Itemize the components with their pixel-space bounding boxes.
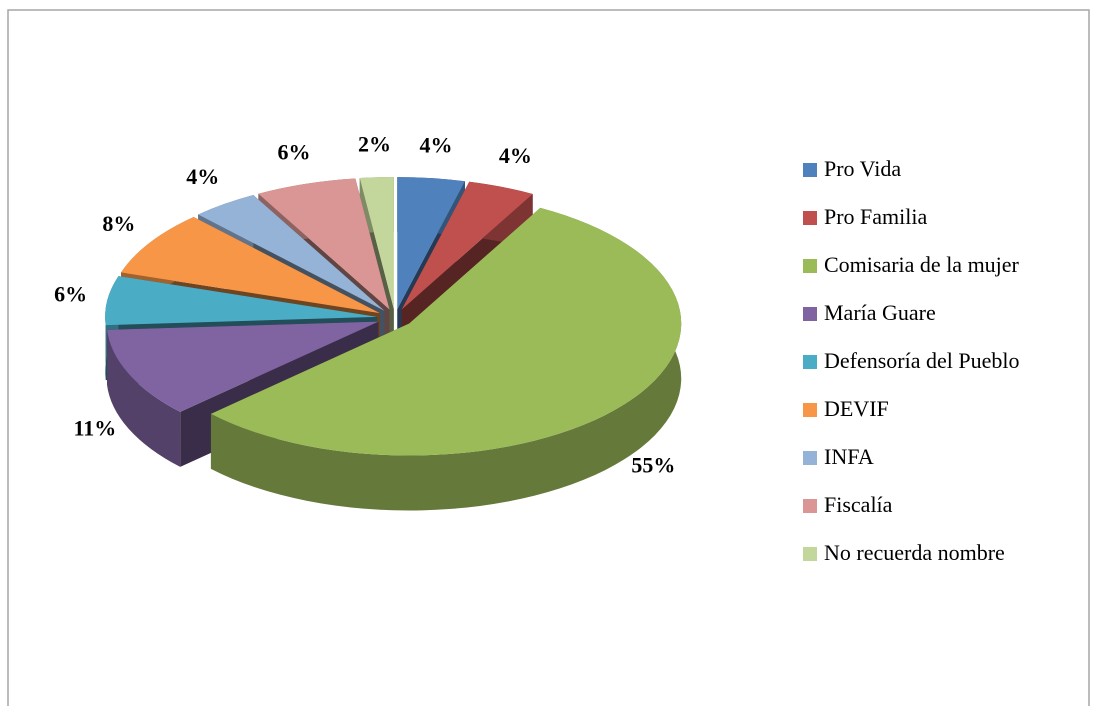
slice-top bbox=[210, 207, 682, 456]
chart-border bbox=[7, 9, 1090, 706]
data-label: 6% bbox=[54, 281, 87, 306]
legend-swatch bbox=[803, 451, 817, 465]
slice-top bbox=[258, 178, 390, 310]
legend-swatch bbox=[803, 259, 817, 273]
slice-top bbox=[198, 195, 385, 311]
data-label: 4% bbox=[499, 143, 532, 168]
legend-label: Pro Familia bbox=[824, 204, 928, 229]
slice-top bbox=[121, 216, 380, 314]
data-label: 8% bbox=[102, 211, 135, 236]
legend-swatch bbox=[803, 211, 817, 225]
legend-swatch bbox=[803, 163, 817, 177]
legend-label: DEVIF bbox=[824, 396, 889, 421]
slice bbox=[210, 207, 682, 511]
data-label: 2% bbox=[358, 131, 391, 156]
legend-swatch bbox=[803, 499, 817, 513]
slice-wall bbox=[210, 207, 682, 511]
slice-top bbox=[401, 181, 533, 310]
slice-wall bbox=[107, 329, 181, 467]
legend-label: Fiscalía bbox=[824, 492, 893, 517]
legend-swatch bbox=[803, 403, 817, 417]
legend-label: No recuerda nombre bbox=[824, 540, 1005, 565]
legend-label: María Guare bbox=[824, 300, 936, 325]
legend-swatch bbox=[803, 547, 817, 561]
legend-label: Comisaria de la mujer bbox=[824, 252, 1020, 277]
data-label: 6% bbox=[277, 139, 310, 164]
data-label: 4% bbox=[186, 164, 219, 189]
legend-swatch bbox=[803, 307, 817, 321]
legend-label: Pro Vida bbox=[824, 156, 901, 181]
slice-top bbox=[359, 177, 394, 310]
legend-label: Defensoría del Pueblo bbox=[824, 348, 1020, 373]
data-label: 55% bbox=[631, 452, 675, 477]
slice-top bbox=[105, 276, 378, 326]
data-label: 4% bbox=[419, 132, 452, 157]
slice-top bbox=[397, 177, 465, 310]
slice-top bbox=[107, 321, 379, 412]
data-label: 11% bbox=[73, 415, 116, 440]
legend-label: INFA bbox=[824, 444, 874, 469]
legend-swatch bbox=[803, 355, 817, 369]
